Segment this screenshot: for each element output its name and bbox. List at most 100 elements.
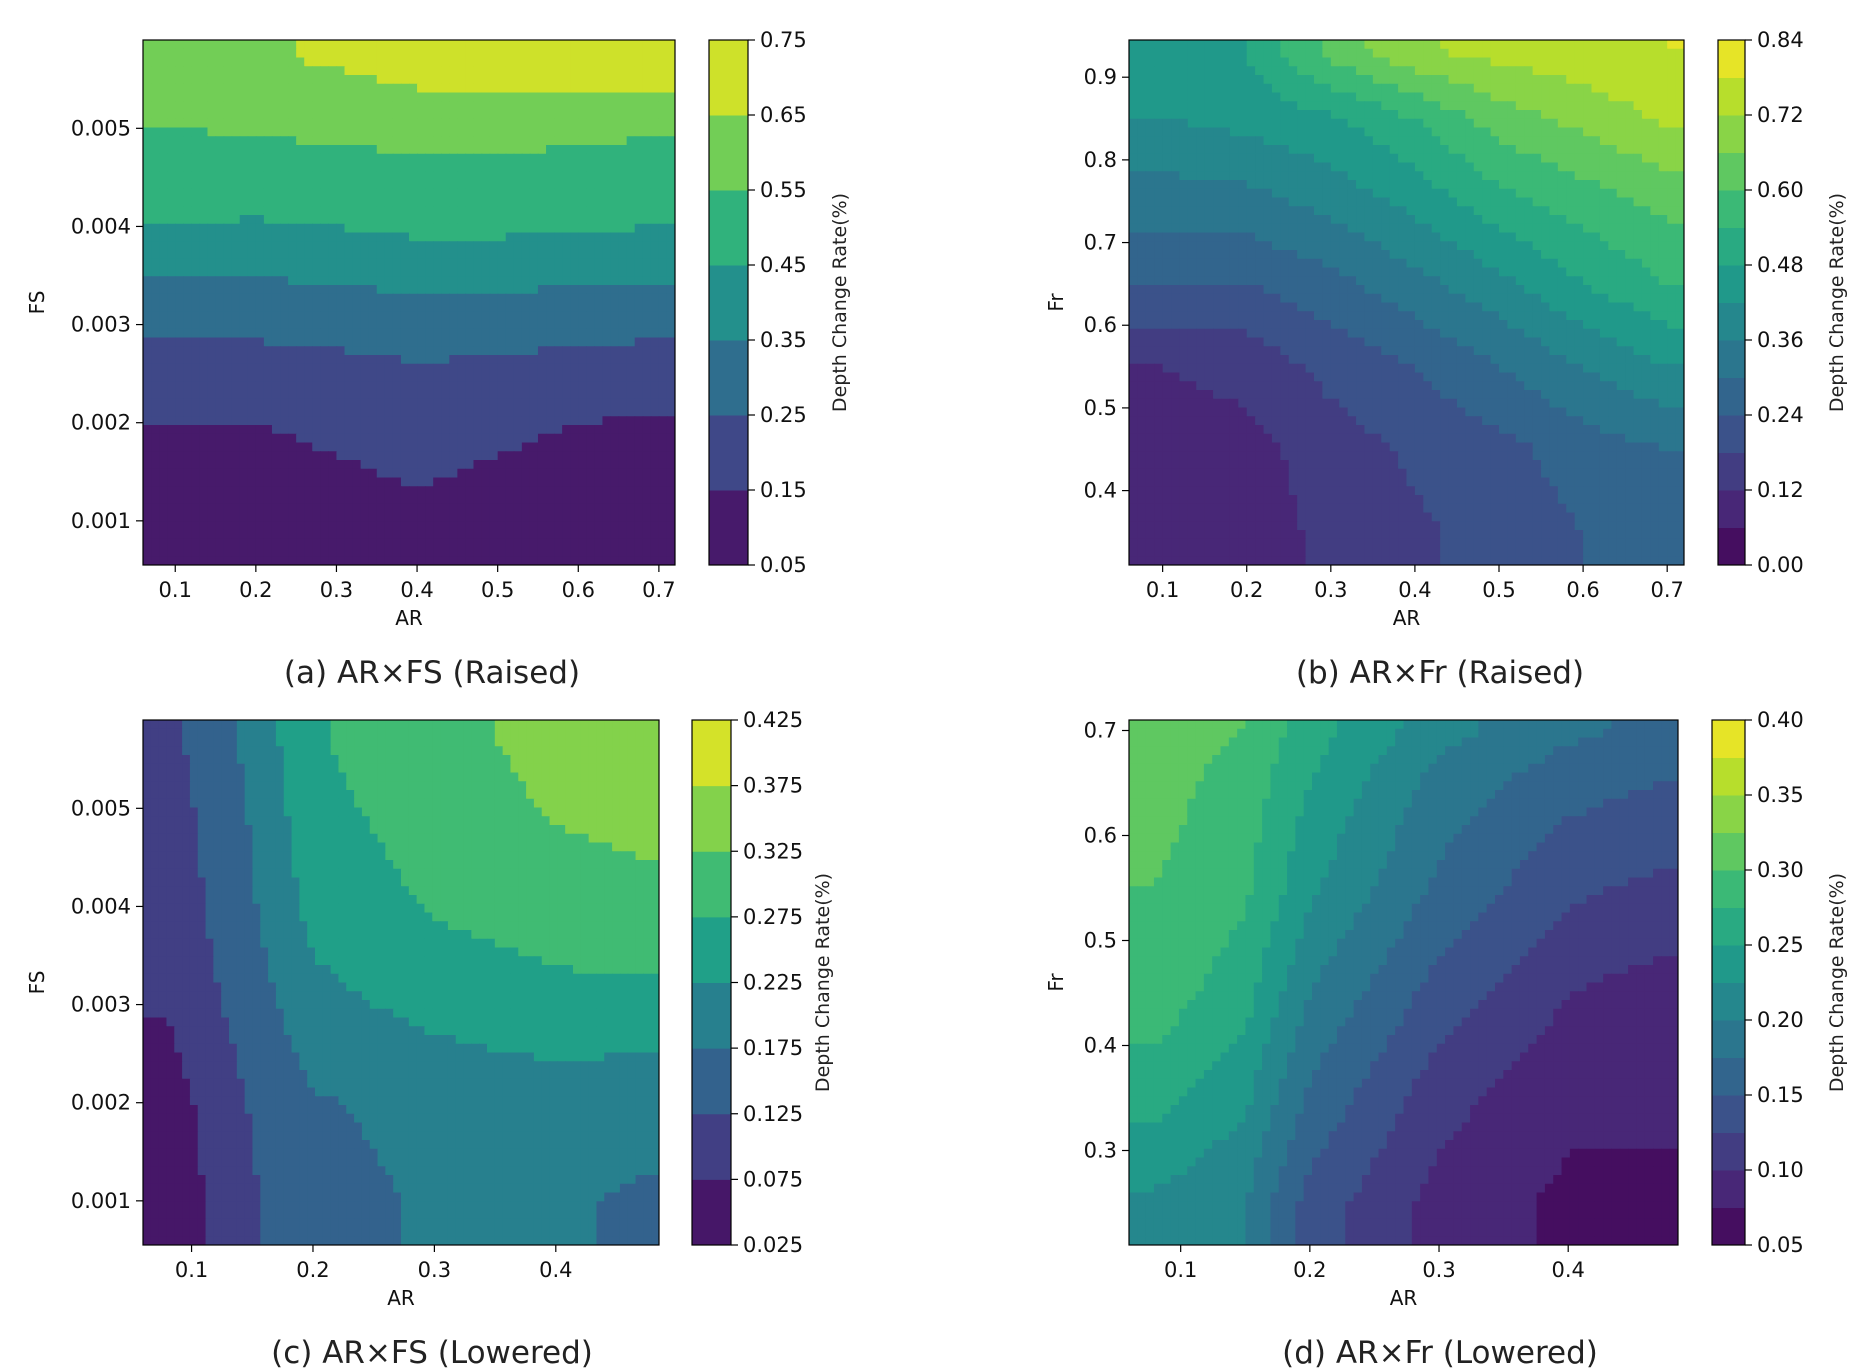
contour-cell <box>650 75 660 85</box>
contour-cell <box>602 320 612 330</box>
contour-cell <box>1356 40 1366 50</box>
contour-cell <box>1347 66 1357 76</box>
contour-cell <box>449 232 458 242</box>
contour-cell <box>634 118 644 129</box>
contour-cell <box>433 363 442 374</box>
contour-cell <box>650 40 660 50</box>
contour-cell <box>199 206 209 216</box>
contour-cell <box>1154 57 1164 67</box>
contour-cell <box>497 547 507 557</box>
contour-cell <box>191 521 201 531</box>
contour-cell <box>1339 118 1349 129</box>
contour-cell <box>376 267 386 277</box>
contour-cell <box>263 363 273 374</box>
contour-cell <box>368 495 378 505</box>
contour-cell <box>537 57 547 67</box>
contour-cell <box>344 512 354 522</box>
contour-cell <box>247 311 257 321</box>
contour-cell <box>578 180 587 190</box>
contour-cell <box>159 512 168 522</box>
contour-cell <box>586 425 595 435</box>
contour-cell <box>497 66 507 76</box>
contour-cell <box>239 223 249 234</box>
contour-cell <box>271 460 281 470</box>
contour-cell <box>1196 118 1206 129</box>
contour-cell <box>1557 127 1567 137</box>
contour-cell <box>288 346 297 356</box>
contour-cell <box>594 390 604 400</box>
contour-cell <box>473 75 483 85</box>
contour-cell <box>400 521 410 531</box>
contour-cell <box>199 241 209 251</box>
contour-cell <box>400 530 410 540</box>
contour-cell <box>610 486 620 496</box>
contour-cell <box>1288 162 1298 172</box>
contour-cell <box>263 442 273 452</box>
contour-cell <box>151 171 160 181</box>
contour-cell <box>650 416 660 426</box>
contour-cell <box>199 258 209 269</box>
contour-cell <box>271 118 281 129</box>
contour-cell <box>1507 162 1517 172</box>
contour-cell <box>400 425 410 435</box>
contour-cell <box>1221 48 1231 59</box>
contour-cell <box>513 442 523 452</box>
contour-cell <box>570 197 579 207</box>
contour-cell <box>1583 153 1593 164</box>
contour-cell <box>1465 162 1475 172</box>
contour-cell <box>1204 136 1214 146</box>
contour-cell <box>1356 66 1366 76</box>
contour-cell <box>642 57 652 67</box>
contour-cell <box>658 162 668 172</box>
contour-cell <box>384 311 394 321</box>
contour-cell <box>288 48 297 59</box>
contour-cell <box>505 407 515 417</box>
contour-cell <box>529 118 539 129</box>
contour-cell <box>626 206 636 216</box>
contour-cell <box>175 276 184 286</box>
contour-cell <box>425 372 434 382</box>
contour-cell <box>1280 40 1290 50</box>
contour-cell <box>191 206 201 216</box>
contour-cell <box>529 215 539 225</box>
contour-cell <box>1263 40 1273 50</box>
contour-cell <box>1465 153 1475 164</box>
contour-cell <box>489 521 499 531</box>
contour-cell <box>586 206 595 216</box>
contour-cell <box>296 285 305 295</box>
contour-cell <box>473 232 483 242</box>
contour-cell <box>263 145 273 155</box>
contour-cell <box>618 416 628 426</box>
contour-cell <box>1473 57 1483 67</box>
contour-cell <box>449 101 458 111</box>
colorbar-tick-label: 0.65 <box>760 103 807 127</box>
contour-cell <box>465 66 475 76</box>
contour-cell <box>449 83 458 94</box>
contour-cell <box>159 188 168 199</box>
contour-cell <box>1137 118 1147 129</box>
contour-cell <box>417 285 426 295</box>
contour-cell <box>465 538 475 549</box>
contour-cell <box>433 486 442 496</box>
contour-cell <box>255 232 265 242</box>
contour-cell <box>650 311 660 321</box>
contour-cell <box>1465 136 1475 146</box>
contour-cell <box>409 197 418 207</box>
contour-cell <box>1541 162 1551 172</box>
contour-cell <box>1482 110 1492 120</box>
contour-cell <box>231 460 241 470</box>
contour-cell <box>578 407 587 417</box>
contour-cell <box>473 153 483 164</box>
contour-cell <box>505 171 515 181</box>
contour-cell <box>263 293 273 304</box>
contour-cell <box>570 433 579 444</box>
contour-cell <box>392 503 402 514</box>
contour-cell <box>191 285 201 295</box>
contour-cell <box>384 355 394 365</box>
contour-cell <box>481 530 491 540</box>
contour-cell <box>497 250 507 260</box>
contour-cell <box>392 57 402 67</box>
contour-cell <box>1305 110 1315 120</box>
contour-cell <box>1179 101 1189 111</box>
contour-cell <box>489 451 499 461</box>
